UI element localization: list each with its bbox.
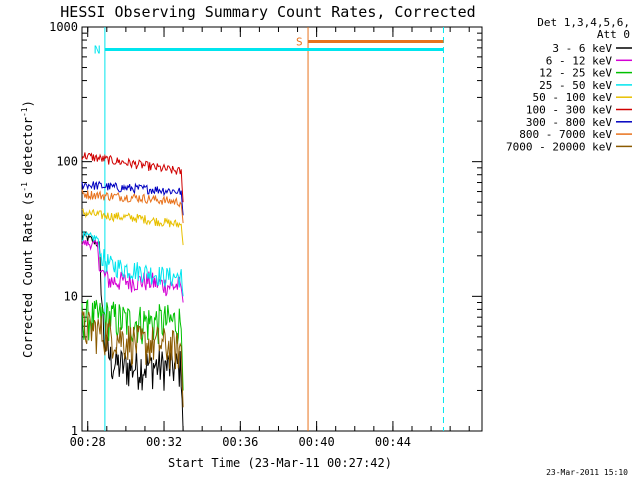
legend-label: 6 - 12 keV (546, 54, 613, 67)
x-axis-ticks: 00:28 00:32 00:36 00:40 00:44 (70, 27, 470, 449)
y-label-end: ) (21, 100, 35, 107)
data-series (81, 152, 184, 432)
y-tick-label: 100 (56, 155, 78, 169)
x-axis-label: Start Time (23-Mar-11 00:27:42) (168, 456, 392, 470)
y-axis-label: Corrected Count Rate (s-1 detector-1) (20, 100, 35, 358)
legend-label: 100 - 300 keV (526, 104, 612, 117)
legend-label: 12 - 25 keV (539, 67, 612, 80)
plot-frame (81, 26, 483, 432)
legend-label: 50 - 100 keV (533, 91, 613, 104)
series-line (81, 180, 184, 216)
series-line (81, 152, 184, 203)
series-line (81, 298, 184, 391)
legend-label: 300 - 800 keV (526, 116, 612, 129)
y-label-sup2: -1 (20, 107, 29, 117)
y-tick-label: 1000 (49, 20, 78, 34)
x-tick-label: 00:40 (299, 435, 335, 449)
legend-label: 800 - 7000 keV (519, 128, 612, 141)
n-flag-label: N (94, 44, 101, 57)
series-line (81, 208, 184, 246)
y-label-sup1: -1 (20, 182, 29, 192)
legend-label: 7000 - 20000 keV (506, 140, 612, 153)
x-tick-label: 00:32 (146, 435, 182, 449)
series-line (81, 230, 184, 297)
x-tick-label: 00:28 (70, 435, 106, 449)
svg-text:Corrected Count Rate (s-1 dete: Corrected Count Rate (s-1 detector-1) (20, 100, 35, 358)
y-label-mid: detector (21, 117, 35, 182)
y-axis-ticks: 1 10 100 1000 (49, 20, 482, 438)
x-tick-label: 00:44 (375, 435, 411, 449)
time-markers: NS (94, 27, 444, 431)
legend-header-line2: Att 0 (597, 28, 630, 41)
y-tick-label: 10 (64, 289, 78, 303)
series-line (81, 310, 184, 408)
legend-label: 25 - 50 keV (539, 79, 612, 92)
series-line (81, 189, 184, 224)
legend-header-line1: Det 1,3,4,5,6, (537, 16, 630, 29)
timestamp: 23-Mar-2011 15:10 (546, 468, 628, 477)
chart-title: HESSI Observing Summary Count Rates, Cor… (60, 3, 475, 21)
y-label-main: Corrected Count Rate (s (21, 192, 35, 358)
s-flag-label: S (296, 36, 303, 49)
x-tick-label: 00:36 (222, 435, 258, 449)
y-tick-label: 1 (71, 424, 78, 438)
legend-label: 3 - 6 keV (552, 42, 612, 55)
